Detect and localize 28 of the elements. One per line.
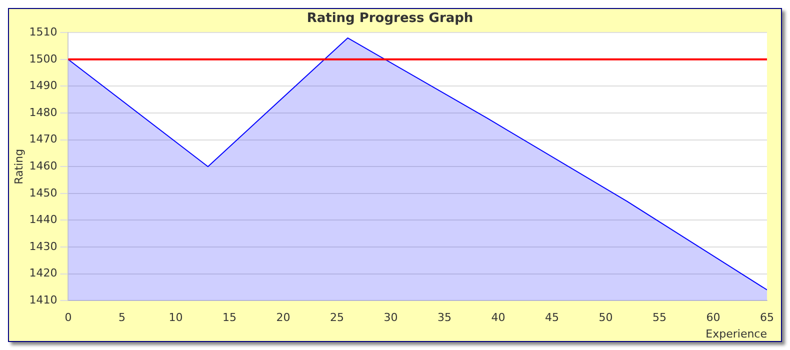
x-tick-label: 35 bbox=[437, 311, 452, 324]
y-tick-label: 1450 bbox=[29, 186, 58, 200]
y-tick-label: 1410 bbox=[29, 293, 58, 306]
y-tick-label: 1480 bbox=[29, 106, 58, 119]
x-tick-label: 30 bbox=[384, 311, 398, 324]
x-tick-label: 15 bbox=[222, 311, 236, 324]
y-tick-label: 1510 bbox=[29, 25, 58, 38]
x-tick-label: 65 bbox=[760, 311, 774, 324]
x-tick-label: 0 bbox=[64, 311, 72, 324]
y-tick-label: 1420 bbox=[29, 266, 58, 280]
x-tick-label: 10 bbox=[168, 311, 183, 324]
y-tick-label: 1460 bbox=[29, 159, 58, 172]
y-tick-label: 1430 bbox=[29, 240, 58, 253]
y-tick-label: 1490 bbox=[29, 79, 58, 92]
y-tick-label: 1500 bbox=[29, 52, 58, 66]
x-axis-title: Experience bbox=[706, 327, 768, 340]
y-axis-title: Rating bbox=[12, 148, 26, 184]
x-tick-label: 25 bbox=[330, 311, 344, 324]
x-tick-label: 40 bbox=[491, 311, 506, 324]
x-tick-label: 45 bbox=[544, 311, 559, 324]
x-tick-label: 60 bbox=[706, 311, 720, 324]
x-tick-label: 5 bbox=[118, 311, 126, 324]
x-tick-label: 20 bbox=[276, 311, 290, 324]
y-tick-label: 1440 bbox=[29, 213, 58, 226]
chart-title: Rating Progress Graph bbox=[306, 11, 474, 26]
x-tick-label: 55 bbox=[652, 311, 666, 324]
x-tick-label: 50 bbox=[598, 311, 613, 324]
y-tick-label: 1470 bbox=[29, 132, 58, 146]
